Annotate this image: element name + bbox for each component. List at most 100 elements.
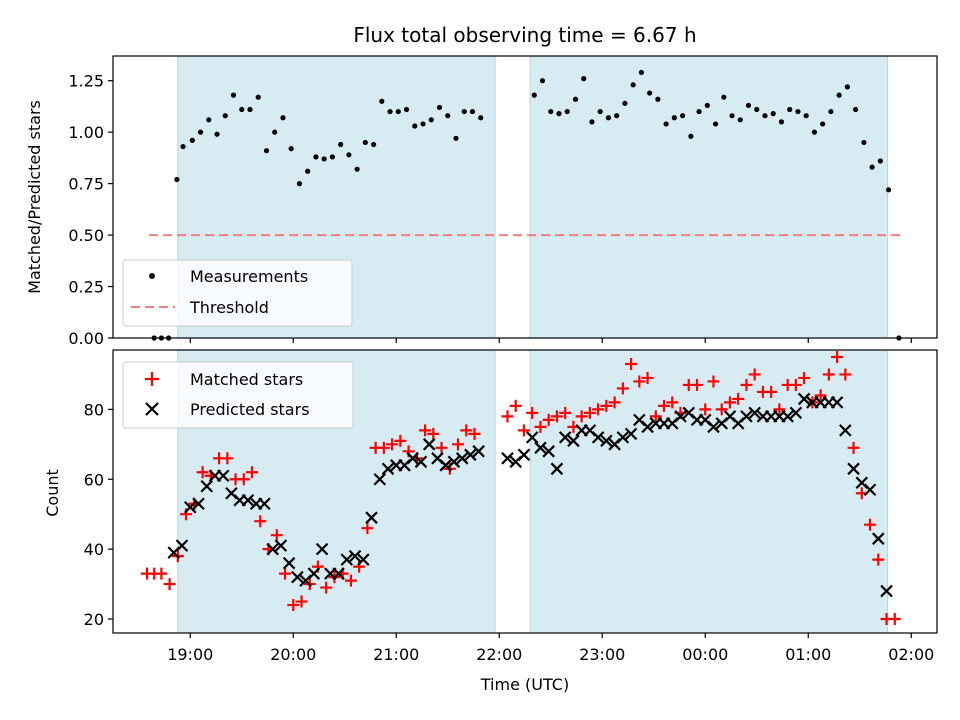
measurement-point [453,135,459,141]
predicted-star-point [332,567,345,580]
top-measurement-points [151,69,902,341]
predicted-star-point [847,462,860,476]
predicted-star-point [591,431,605,444]
top-x-ticks [189,338,912,343]
measurement-point [647,90,653,96]
matched-star-point [501,410,514,423]
measurement-point [721,94,727,100]
matched-star-point [798,371,811,384]
matched-star-point [435,441,448,454]
measurement-point [820,121,826,127]
x-tick-label: 02:00 [888,645,934,664]
predicted-star-point [216,469,230,483]
matched-star-point [822,368,835,381]
matched-star-point [649,410,662,423]
measurement-point [853,106,859,113]
matched-star-point [666,396,679,409]
measurement-point [861,139,867,146]
predicted-star-point [291,570,304,584]
matched-star-point [517,424,530,437]
predicted-star-point [381,462,395,476]
matched-star-point [723,396,736,409]
bottom-y-tick-label: 80 [84,400,104,419]
matched-star-point [789,378,802,391]
measurement-point [844,84,850,90]
measurement-point [754,106,760,113]
measurement-point [288,146,294,152]
matched-star-point [377,441,390,454]
measurement-point [630,82,636,88]
matched-star-point [814,389,827,402]
bottom-legend-box [122,361,354,429]
measurement-point [614,113,620,119]
predicted-star-point [567,434,580,448]
matched-star-point [534,420,547,433]
bottom-y-axis-label: Count [43,469,62,517]
measurement-point [729,113,735,119]
predicted-star-point [357,553,370,566]
predicted-star-point [830,396,844,409]
matched-star-point [394,434,407,447]
matched-star-point [748,368,761,381]
measurement-point [778,119,785,125]
top-y-tick-label: 0.25 [68,278,104,297]
x-tick-label: 23:00 [579,645,625,664]
matched-star-point [575,410,588,423]
matched-star-point [839,368,852,381]
measurement-point [663,121,669,127]
predicted-star-point [872,532,885,545]
matched-star-point [295,595,308,608]
matched-star-point [419,424,432,437]
matched-star-point [592,403,605,416]
measurement-point [581,76,587,82]
measurement-point [877,158,883,164]
predicted-star-point [797,392,811,406]
measurement-point [214,131,220,137]
measurement-point [469,108,476,115]
measurement-point [197,129,204,135]
matched-star-point [344,574,357,587]
measurement-point [803,113,809,119]
top-observing-window-1 [529,55,889,339]
bottom-panel: 20 40 60 80 19:00 20:00 21:00 22:00 23:00 00:00 0… [43,349,938,694]
predicted-star-point [542,445,555,458]
predicted-star-point [789,406,803,420]
predicted-star-point [200,479,214,493]
predicted-star-point [307,567,321,580]
matched-star-point [163,578,176,591]
predicted-star-point [863,483,877,497]
x-axis-label: Time (UTC) [480,675,569,694]
matched-star-point [707,375,720,388]
predicted-star-point [315,542,329,556]
measurement-point [338,141,344,148]
predicted-star-point [274,539,288,552]
predicted-star-point [624,427,638,441]
measurement-point [556,111,562,117]
predicted-star-point [501,452,514,465]
predicted-star-point [517,448,531,462]
predicted-star-point [740,410,753,423]
measurement-point [655,96,661,102]
measurement-point [305,168,311,174]
matched-star-point [732,392,745,405]
bottom-x-ticks: 19:00 20:00 21:00 22:00 23:00 00:00 01:00 02:00 [167,633,934,664]
measurement-point [436,104,443,111]
predicted-star-point [266,542,279,556]
matched-star-point [246,466,259,479]
measurement-point [412,123,418,129]
predicted-star-point [455,452,469,465]
measurement-point [280,115,286,121]
measurement-point [770,111,776,117]
matched-star-point [625,357,638,370]
predicted-star-point [616,431,630,444]
measurement-point [313,154,319,160]
measurement-point [230,92,237,98]
x-tick-label: 21:00 [373,645,419,664]
measurement-point [531,92,537,98]
matched-star-point [155,567,168,580]
predicted-star-point [550,462,564,476]
matched-star-point [254,515,267,528]
measurement-point [346,152,352,158]
bottom-legend: Matched stars Predicted stars [122,361,354,429]
bottom-observing-window-1 [529,349,889,634]
